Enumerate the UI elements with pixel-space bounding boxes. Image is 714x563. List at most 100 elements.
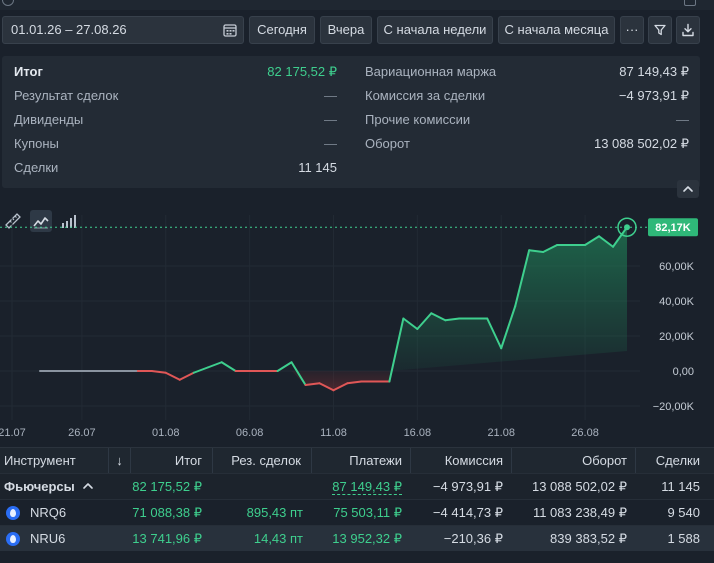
collapse-summary-button[interactable]: [677, 180, 699, 198]
y-tick-label: −20,00K: [653, 401, 695, 413]
nrg-drop-icon: [6, 532, 20, 546]
summary-result-label: Результат сделок: [14, 88, 119, 103]
row-commission: −4 414,73 ₽: [432, 505, 503, 520]
yesterday-button[interactable]: Вчера: [320, 16, 372, 44]
series-segment: [598, 235, 615, 248]
summary-commission-value: −4 973,91 ₽: [618, 88, 689, 103]
window-top-strip: [0, 0, 714, 10]
row-total: 71 088,38 ₽: [132, 505, 202, 520]
negative-area: [291, 371, 390, 391]
series-segment: [150, 370, 167, 374]
table-header: Инструмент ↓ Итог Рез. сделок Платежи Ко…: [0, 447, 714, 474]
group-payments-cell[interactable]: 87 149,43 ₽: [311, 474, 402, 500]
line-chart-icon: [33, 217, 49, 229]
y-tick-label: 60,00K: [659, 261, 695, 273]
ruler-tool[interactable]: [2, 210, 24, 232]
table-row[interactable]: NRQ6 71 088,38 ₽ 895,43 пт 75 503,11 ₽ −…: [0, 499, 714, 525]
summary-coupons-value: —: [324, 136, 337, 151]
group-payments[interactable]: 87 149,43 ₽: [332, 479, 402, 495]
series-segment: [388, 317, 405, 383]
x-tick-label: 26.07: [68, 427, 96, 439]
nrg-drop-icon: [6, 506, 20, 520]
export-button[interactable]: [676, 16, 700, 44]
group-total: 82 175,52 ₽: [132, 479, 202, 494]
ruler-icon: [5, 213, 21, 229]
series-segment: [430, 312, 447, 322]
month-start-button[interactable]: С начала месяца: [498, 16, 615, 44]
x-tick-label: 16.08: [404, 427, 432, 439]
today-button[interactable]: Сегодня: [249, 16, 315, 44]
summary-commission-label: Комиссия за сделки: [365, 88, 486, 103]
calendar-icon[interactable]: [223, 23, 237, 37]
series-segment: [612, 226, 628, 248]
summary-turnover-value: 13 088 502,02 ₽: [593, 136, 689, 151]
summary-dividends-label: Дивиденды: [14, 112, 84, 127]
col-total[interactable]: Итог: [130, 448, 212, 474]
summary-margin-label: Вариационная маржа: [365, 64, 497, 79]
series-segment: [402, 317, 419, 330]
row-name: NRU6: [30, 531, 66, 546]
col-instrument[interactable]: Инструмент: [4, 453, 76, 468]
bar-chart-toggle[interactable]: [58, 210, 80, 232]
summary-turnover-label: Оборот: [365, 136, 410, 151]
series-segment: [290, 361, 307, 386]
col-turnover[interactable]: Оборот: [511, 448, 635, 474]
summary-other-commission-value: —: [676, 112, 689, 127]
download-icon: [682, 23, 694, 37]
week-start-button[interactable]: С начала недели: [377, 16, 493, 44]
series-segment: [206, 361, 223, 369]
series-segment: [220, 361, 237, 372]
summary-result-value: —: [324, 88, 337, 103]
group-name: Фьючерсы: [4, 474, 94, 500]
series-segment: [528, 249, 545, 253]
col-commission[interactable]: Комиссия: [410, 448, 511, 474]
row-payments: 13 952,32 ₽: [332, 531, 402, 546]
summary-margin-value: 87 149,43 ₽: [619, 64, 689, 79]
row-turnover: 11 083 238,49 ₽: [532, 505, 627, 520]
sort-arrow-icon[interactable]: ↓: [108, 448, 130, 474]
series-segment: [332, 382, 349, 392]
col-deals[interactable]: Сделки: [635, 448, 714, 474]
series-segment: [346, 380, 363, 385]
pnl-chart[interactable]: 60,00K 40,00K 20,00K 0,00 −20,00K 21.07 26.07…: [0, 200, 714, 445]
x-tick-label: 06.08: [236, 427, 264, 439]
row-deals: 9 540: [667, 505, 700, 520]
series-segment: [192, 366, 209, 374]
current-point: [624, 224, 630, 231]
filter-button[interactable]: [648, 16, 672, 44]
period-toolbar: 01.01.26 – 27.08.26 Сегодня Вчера С нача…: [0, 16, 714, 46]
more-button[interactable]: ···: [620, 16, 644, 44]
x-tick-label: 01.08: [152, 427, 180, 439]
series-segment: [584, 235, 601, 246]
chevron-up-icon[interactable]: [82, 481, 94, 491]
group-turnover: 13 088 502,02 ₽: [531, 479, 627, 494]
series-segment: [500, 305, 517, 350]
summary-total-value: 82 175,52 ₽: [267, 64, 337, 79]
series-segment: [486, 317, 503, 350]
y-tick-label: 20,00K: [659, 331, 695, 343]
y-tick-label: 40,00K: [659, 296, 695, 308]
col-payments[interactable]: Платежи: [311, 448, 410, 474]
table-group-row[interactable]: Фьючерсы 82 175,52 ₽ 87 149,43 ₽ −4 973,…: [0, 473, 714, 499]
col-deal-result[interactable]: Рез. сделок: [212, 448, 311, 474]
date-range-value: 01.01.26 – 27.08.26: [11, 22, 127, 37]
series-segment: [276, 361, 293, 372]
date-range-input[interactable]: 01.01.26 – 27.08.26: [2, 16, 244, 44]
table-row[interactable]: NRU6 13 741,96 ₽ 14,43 пт 13 952,32 ₽ −2…: [0, 525, 714, 551]
chevron-up-icon: [683, 186, 693, 192]
line-chart-toggle[interactable]: [30, 210, 52, 232]
series-segment: [444, 317, 461, 322]
row-deals: 1 588: [667, 531, 700, 546]
row-turnover: 839 383,52 ₽: [550, 531, 627, 546]
row-payments: 75 503,11 ₽: [333, 505, 402, 520]
summary-deals-value: 11 145: [298, 160, 337, 175]
settings-icon[interactable]: [684, 0, 696, 6]
series-segment: [164, 371, 181, 381]
row-commission: −210,36 ₽: [443, 531, 503, 546]
x-tick-label: 11.08: [320, 427, 347, 439]
summary-total-label: Итог: [14, 64, 43, 79]
summary-other-commission-label: Прочие комиссии: [365, 112, 471, 127]
series-segment: [542, 244, 559, 253]
group-commission: −4 973,91 ₽: [432, 479, 503, 494]
series-segment: [514, 249, 531, 308]
